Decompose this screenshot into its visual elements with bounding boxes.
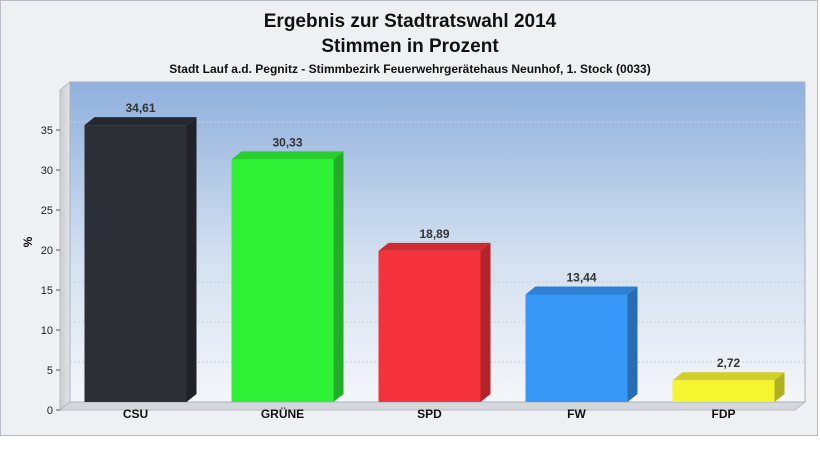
y-axis-label: % [21, 236, 35, 247]
y-tick-label: 30 [41, 165, 53, 177]
bar [231, 159, 334, 402]
bar [525, 294, 628, 402]
chart-subtitle: Stimmen in Prozent [321, 36, 499, 57]
bar-side [774, 372, 785, 402]
bar-top [525, 286, 638, 295]
bar [672, 380, 775, 402]
y-tick-label: 5 [47, 365, 53, 377]
category-label: CSU [123, 407, 148, 421]
bar [378, 250, 481, 402]
value-label: 2,72 [717, 356, 741, 370]
bar-top [231, 151, 344, 160]
category-label: FW [567, 407, 586, 421]
y-tick-label: 35 [41, 125, 53, 137]
bar-side [480, 242, 491, 402]
bar-top [378, 242, 491, 251]
value-label: 34,61 [125, 101, 155, 115]
y-tick-label: 15 [41, 285, 53, 297]
chart-title: Ergebnis zur Stadtratswahl 2014 [263, 11, 557, 32]
category-label: SPD [417, 407, 442, 421]
y-tick-label: 20 [41, 245, 53, 257]
bar [84, 125, 187, 403]
bar-side [186, 117, 197, 403]
value-label: 13,44 [566, 270, 596, 284]
bar-side [333, 151, 344, 402]
y-tick-label: 10 [41, 325, 53, 337]
page-margin [0, 436, 820, 460]
value-label: 30,33 [272, 135, 302, 149]
plot-left-wall [59, 80, 71, 412]
y-tick-label: 0 [47, 405, 53, 417]
category-label: FDP [712, 407, 736, 421]
value-label: 18,89 [419, 227, 449, 241]
bar-top [84, 117, 197, 126]
bar-side [627, 286, 638, 402]
bar-top [672, 372, 785, 381]
y-tick-label: 25 [41, 205, 53, 217]
chart-caption: Stadt Lauf a.d. Pegnitz - Stimmbezirk Fe… [169, 62, 651, 76]
category-label: GRÜNE [261, 406, 304, 421]
